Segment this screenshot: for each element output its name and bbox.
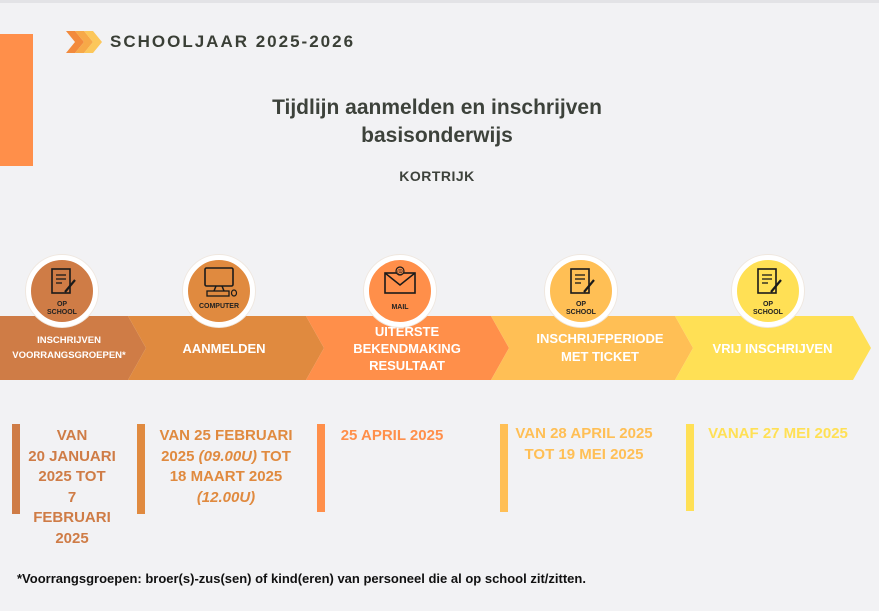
timeline-arrows	[0, 316, 871, 380]
school-year-label: SCHOOLJAAR 2025-2026	[110, 32, 356, 51]
step-4-icon-label: OP SCHOOL	[566, 301, 596, 316]
step-1-badge: OP SCHOOL	[26, 255, 98, 327]
document-pen-icon	[757, 268, 782, 294]
step-3-icon-label: MAIL	[391, 304, 409, 311]
city-subtitle: KORTRIJK	[399, 168, 475, 184]
step-5-badge: OP SCHOOL	[732, 255, 804, 327]
title-line-1: Tijdlijn aanmelden en inschrijven	[272, 96, 602, 119]
title-line-2: basisonderwijs	[361, 124, 513, 147]
step-2-date-bar	[137, 424, 145, 514]
step-4-label: INSCHRIJFPERIODE MET TICKET	[536, 331, 664, 364]
document-pen-icon	[570, 268, 595, 294]
step-5-label: VRIJ INSCHRIJVEN	[712, 340, 833, 356]
footnote: *Voorrangsgroepen: broer(s)-zus(sen) of …	[17, 571, 586, 586]
step-2-badge: COMPUTER	[183, 255, 255, 327]
step-4-dates: VAN 28 APRIL 2025 TOT 19 MEI 2025	[515, 425, 653, 463]
step-1-date-bar	[12, 424, 20, 514]
svg-text:@: @	[397, 268, 403, 275]
document-pen-icon	[51, 268, 76, 294]
step-5-date-bar	[686, 424, 694, 511]
computer-icon	[204, 267, 238, 297]
step-4-arrow	[491, 316, 693, 380]
step-4-date-bar	[500, 424, 508, 512]
step-1-dates: VAN 20 JANUARI 2025 TOT 7 FEBRUARI 2025	[28, 427, 116, 547]
step-5-arrow	[675, 316, 871, 380]
accent-side-bar	[0, 34, 33, 166]
chevrons-icon	[66, 31, 102, 53]
header-brand: SCHOOLJAAR 2025-2026	[66, 30, 355, 54]
step-3-date-bar	[317, 424, 325, 512]
step-1-label: INSCHRIJVEN VOORRANGSGROEPEN*	[12, 335, 126, 361]
step-2-label: AANMELDEN	[182, 340, 266, 356]
step-2-arrow	[128, 316, 324, 380]
step-3-label: UITERSTE BEKENDMAKING RESULTAAT	[353, 323, 461, 373]
mail-icon: @	[384, 266, 416, 294]
step-5-icon-label: OP SCHOOL	[753, 301, 783, 316]
step-3-arrow	[306, 316, 509, 380]
step-2-icon-label: COMPUTER	[198, 303, 240, 310]
step-5-dates: VANAF 27 MEI 2025	[708, 425, 848, 442]
page-title: Tijdlijn aanmelden en inschrijven basiso…	[230, 94, 644, 150]
top-rule	[0, 0, 879, 3]
step-4-badge: OP SCHOOL	[545, 255, 617, 327]
timeline-band: INSCHRIJVEN VOORRANGSGROEPEN* AANMELDEN …	[0, 316, 879, 380]
step-1-icon-label: OP SCHOOL	[47, 301, 77, 316]
step-3-dates: 25 APRIL 2025	[340, 427, 444, 444]
step-1-arrow	[0, 316, 146, 380]
step-2-dates: VAN 25 FEBRUARI 2025 (09.00U) TOT 18 MAA…	[159, 427, 293, 506]
step-3-badge: @ MAIL	[364, 255, 436, 327]
